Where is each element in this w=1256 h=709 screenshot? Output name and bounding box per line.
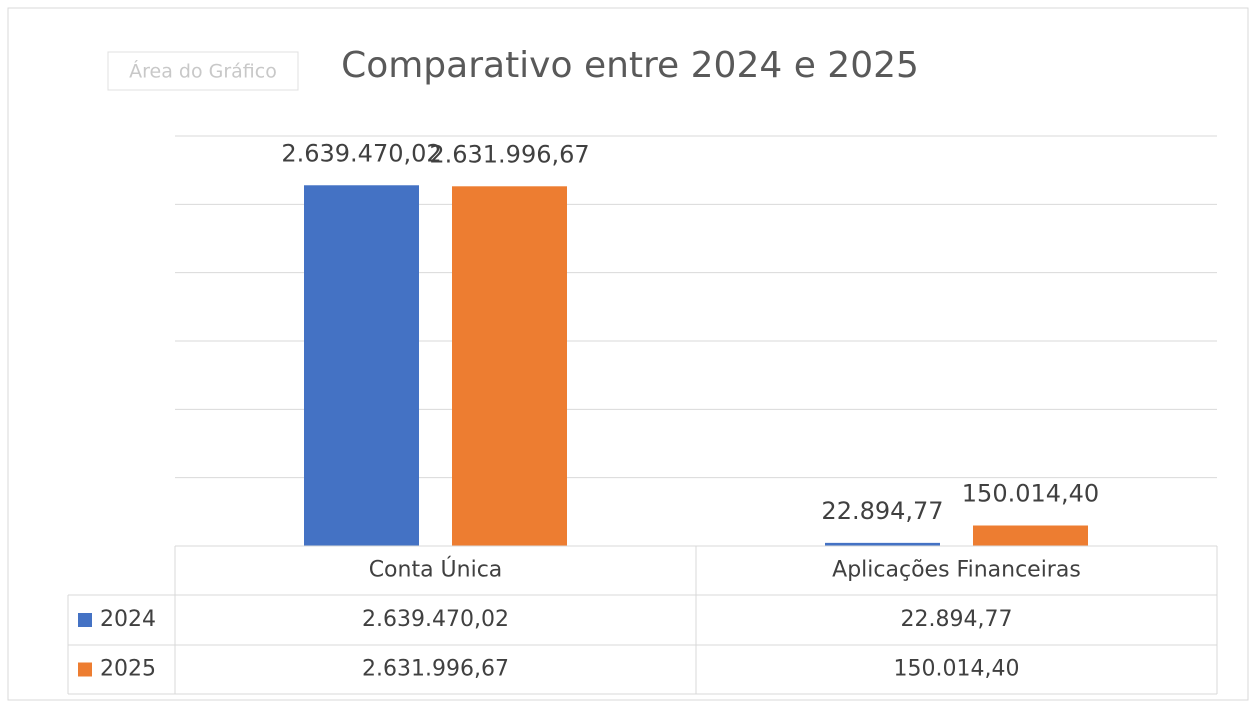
tooltip: Área do Gráfico: [129, 60, 277, 83]
x-tick-label: Aplicações Financeiras: [832, 558, 1081, 583]
legend-swatch: [78, 662, 92, 677]
data-label: 150.014,40: [962, 479, 1099, 507]
chart-title: Comparativo entre 2024 e 2025: [341, 45, 919, 86]
data-label: 22.894,77: [821, 497, 943, 525]
table-cell: 150.014,40: [894, 657, 1020, 682]
legend-label: 2025: [100, 657, 156, 682]
table-cell: 2.639.470,02: [362, 607, 509, 632]
table-cell: 22.894,77: [901, 607, 1013, 632]
data-label: 2.639.470,02: [281, 139, 441, 167]
bar: [452, 186, 567, 546]
bar: [973, 525, 1088, 546]
chart-border: [7, 7, 1249, 701]
bar: [304, 185, 419, 546]
data-label: 2.631.996,67: [429, 140, 589, 168]
x-tick-label: Conta Única: [369, 557, 503, 583]
table-cell: 2.631.996,67: [362, 657, 509, 682]
tooltip-box: [107, 51, 299, 91]
legend-label: 2024: [100, 607, 156, 632]
legend-swatch: [78, 613, 92, 627]
bar: [825, 542, 940, 546]
